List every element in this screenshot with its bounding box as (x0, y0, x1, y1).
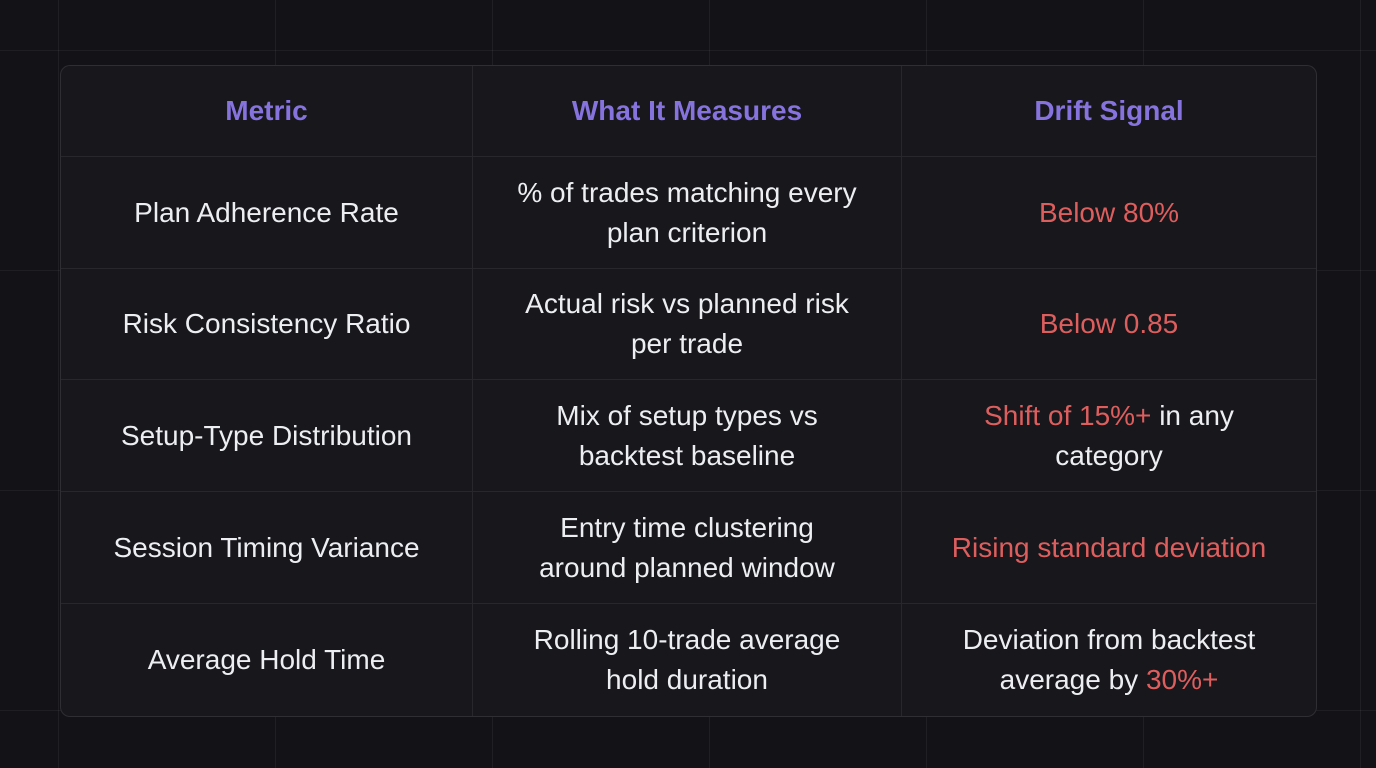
signal-alert-value: Rising standard deviation (951, 531, 1267, 563)
cell-measures-risk-consistency: Actual risk vs planned risk per trade (473, 269, 902, 380)
signal-alert-value: Shift of 15%+ (984, 399, 1152, 431)
cell-metric-average-hold: Average Hold Time (61, 604, 473, 716)
cell-metric-setup-type: Setup-Type Distribution (61, 380, 473, 492)
cell-metric-plan-adherence: Plan Adherence Rate (61, 157, 473, 269)
cell-signal-session-timing: Rising standard deviation (902, 492, 1316, 604)
signal-alert-value: Below 0.85 (1039, 308, 1179, 339)
signal-post: in any category (1055, 399, 1234, 471)
cell-signal-plan-adherence: Below 80% (902, 157, 1316, 269)
drift-metrics-table: Metric What It Measures Drift Signal Pla… (60, 65, 1317, 717)
cell-measures-plan-adherence: % of trades matching every plan criterio… (473, 157, 902, 269)
column-header-drift-signal: Drift Signal (902, 66, 1316, 157)
signal-alert-value: 30%+ (1145, 664, 1219, 695)
cell-measures-setup-type: Mix of setup types vs backtest baseline (473, 380, 902, 492)
signal-alert-value: Below 80% (1038, 196, 1180, 228)
signal-pre: Deviation from backtest average by (962, 624, 1256, 695)
cell-signal-setup-type: Shift of 15%+ in any category (902, 380, 1316, 492)
cell-signal-average-hold: Deviation from backtest average by 30%+ (902, 604, 1316, 716)
column-header-what-it-measures: What It Measures (473, 66, 902, 157)
cell-signal-risk-consistency: Below 0.85 (902, 269, 1316, 380)
cell-metric-risk-consistency: Risk Consistency Ratio (61, 269, 473, 380)
cell-measures-average-hold: Rolling 10-trade average hold duration (473, 604, 902, 716)
column-header-metric: Metric (61, 66, 473, 157)
cell-measures-session-timing: Entry time clustering around planned win… (473, 492, 902, 604)
cell-metric-session-timing: Session Timing Variance (61, 492, 473, 604)
